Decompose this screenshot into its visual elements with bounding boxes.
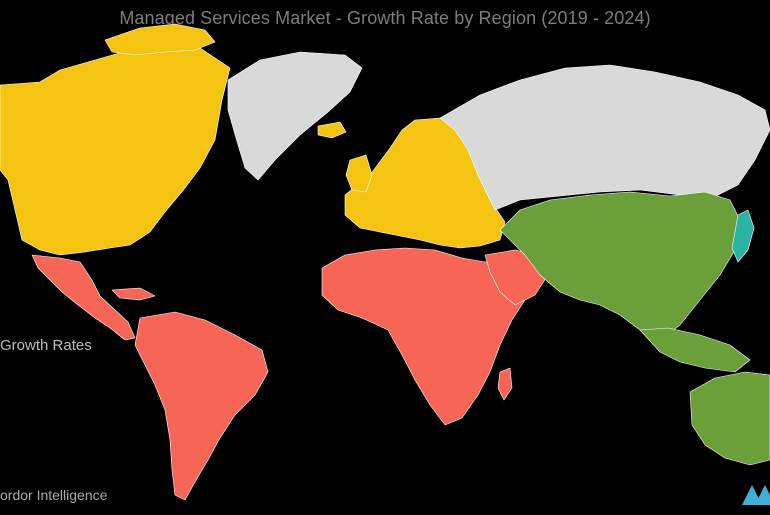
region-japan <box>731 209 755 263</box>
region-caribbean <box>111 287 156 301</box>
region-uk-ireland <box>345 154 373 193</box>
region-europe <box>344 117 506 249</box>
region-australia <box>689 371 770 466</box>
legend-label: Growth Rates <box>0 337 92 354</box>
region-asia <box>499 191 741 341</box>
region-africa <box>321 247 526 426</box>
region-iceland <box>317 121 347 139</box>
mordor-intelligence-logo-icon <box>742 485 770 505</box>
brand-name: ordor Intelligence <box>0 487 108 503</box>
region-russia <box>439 64 770 211</box>
region-south-america <box>134 311 269 501</box>
region-mexico-central-america <box>31 254 136 341</box>
map-title: Managed Services Market - Growth Rate by… <box>119 8 651 28</box>
region-sea-islands <box>639 327 751 373</box>
region-canada-islands <box>104 23 216 56</box>
region-greenland <box>227 51 363 181</box>
region-madagascar <box>497 367 513 401</box>
region-north-america <box>0 41 231 256</box>
